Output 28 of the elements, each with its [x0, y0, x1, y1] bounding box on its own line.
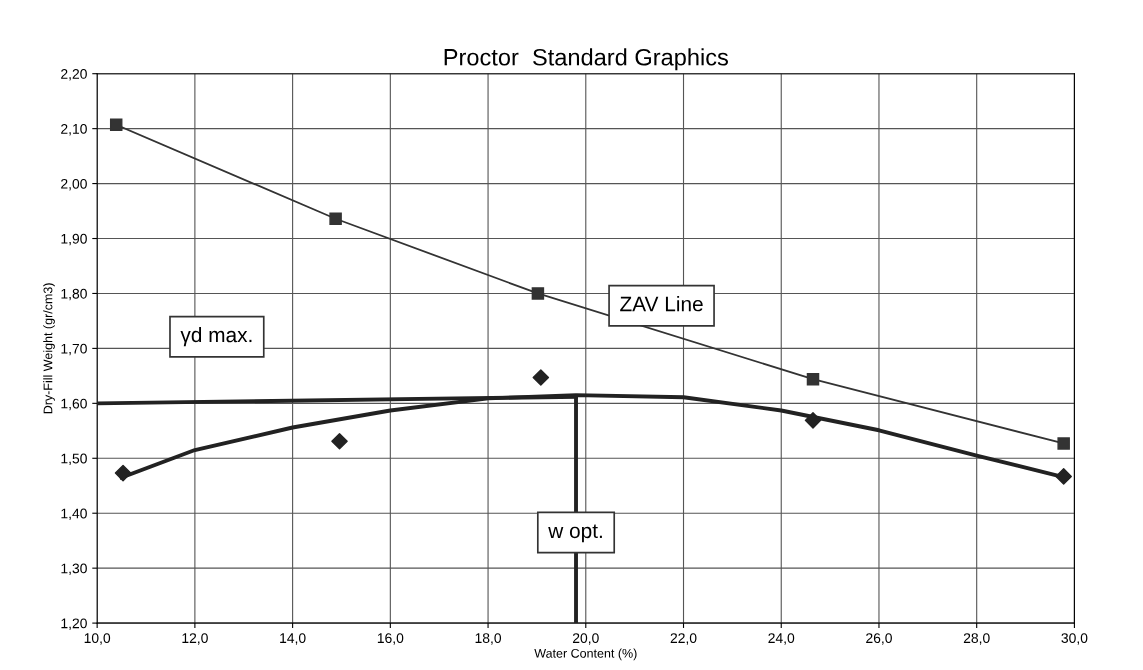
series-label: w opt.: [548, 524, 602, 543]
y-axis-title: Dry-Fill Weight (gr/cm3): [43, 283, 55, 414]
x-tick-label: 14,0: [280, 633, 306, 645]
x-tick-label: 28,0: [963, 633, 990, 645]
y-tick-label: 2,00: [61, 178, 87, 191]
y-tick-label: 1,50: [61, 453, 87, 466]
x-tick-label: 26,0: [866, 633, 892, 645]
y-tick-label: 1,60: [61, 398, 87, 411]
x-tick-label: 16,0: [377, 633, 404, 645]
x-tick-label: 20,0: [572, 633, 599, 645]
text: γd max.: [180, 326, 252, 347]
y-tick-label: 2,10: [61, 123, 87, 136]
y-tick-label: 1,90: [61, 233, 87, 246]
x-tick-label: 10,0: [84, 633, 111, 645]
x-axis-title: Water Content (%): [534, 648, 637, 661]
x-tick-label: 30,0: [1061, 633, 1088, 645]
x-tick-label: 24,0: [768, 633, 795, 645]
chart-title: Proctor Standard Graphics: [444, 48, 728, 71]
y-tick-label: 1,80: [61, 288, 87, 301]
y-tick-label: 2,20: [61, 69, 87, 81]
series-label: ZAV Line: [620, 296, 703, 312]
y-tick-label: 1,40: [61, 508, 87, 521]
x-tick-label: 22,0: [670, 633, 697, 645]
y-tick-label: 1,20: [61, 618, 87, 630]
x-tick-label: 12,0: [182, 633, 208, 645]
x-tick-label: 18,0: [475, 633, 502, 645]
y-tick-label: 1,30: [61, 563, 87, 575]
y-tick-label: 1,70: [61, 343, 87, 356]
